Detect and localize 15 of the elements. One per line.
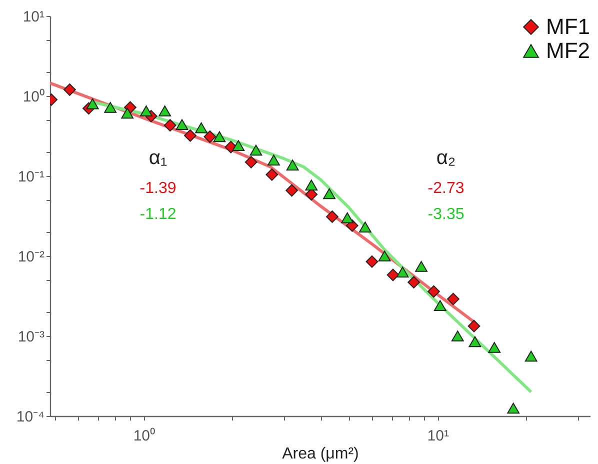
y-tick-label: 10¹: [22, 8, 44, 26]
annotation: -1.39: [140, 180, 176, 197]
annotation: -3.35: [428, 206, 464, 223]
y-tick-label: 10⁰: [22, 88, 44, 106]
y-tick-label: 10⁻³: [18, 328, 44, 346]
annotation: α₂: [436, 147, 456, 169]
legend-label: MF1: [546, 14, 590, 39]
y-tick-label: 10⁻⁴: [16, 408, 44, 426]
y-tick-label: 10⁻¹: [18, 168, 44, 186]
annotation: -2.73: [428, 180, 464, 197]
y-tick-label: 10⁻²: [18, 248, 44, 266]
annotation: α₁: [148, 147, 168, 169]
x-axis-title: Area (μm²): [282, 446, 359, 462]
legend-label: MF2: [546, 38, 590, 63]
annotation: -1.12: [140, 206, 176, 223]
